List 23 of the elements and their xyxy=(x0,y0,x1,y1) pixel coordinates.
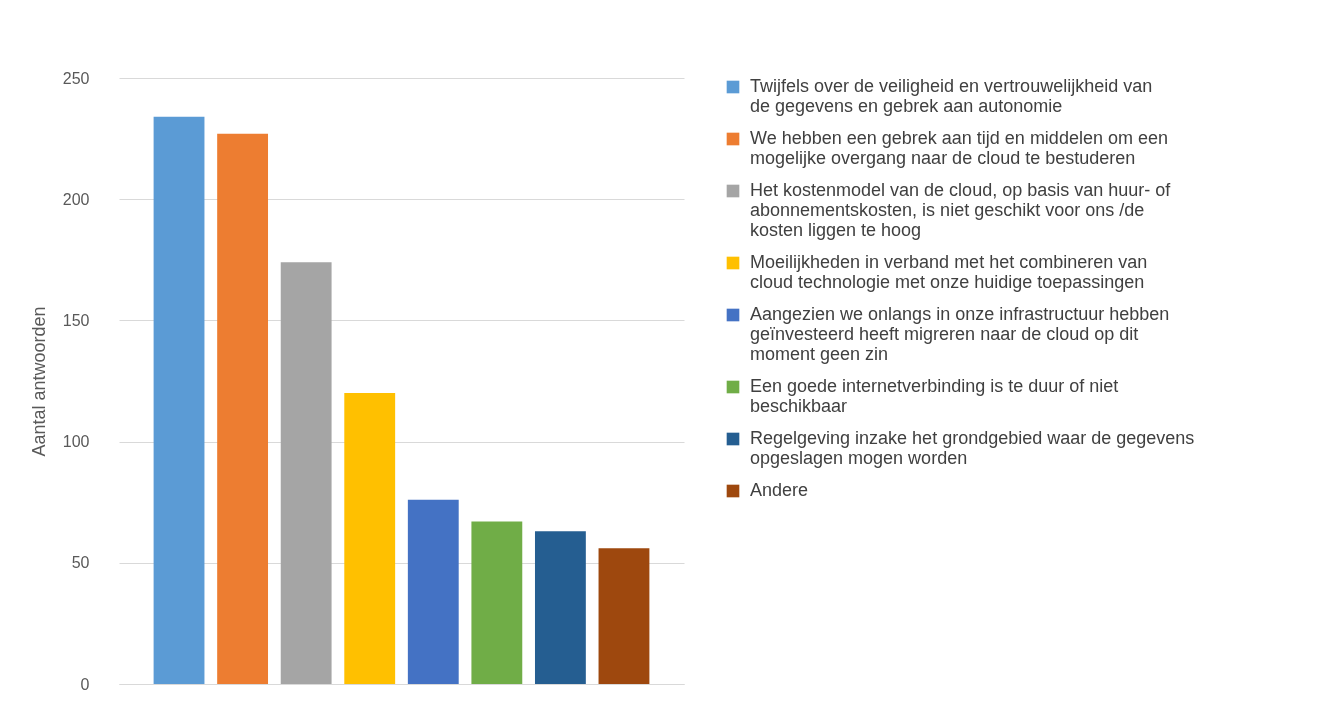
legend-label: Twijfels over de veiligheid en vertrouwelijkheid van de gegevens en gebrek aan autonomie xyxy=(750,76,1153,116)
bar xyxy=(407,499,459,684)
legend-label: Moeilijkheden in verband met het combineren van cloud technologie met onze huidige toepassingen xyxy=(750,252,1148,292)
legend-label: We hebben een gebrek aan tijd en middelen om een mogelijke overgang naar de cloud te bestuderen xyxy=(750,128,1168,168)
y-tick-label: 50 xyxy=(71,554,90,572)
legend-label: Aangezien we onlangs in onze infrastructuur hebben geïnvesteerd heeft migreren naar de cloud op dit moment geen zin xyxy=(750,304,1170,364)
bar xyxy=(153,116,205,684)
y-axis-title: Aantal antwoorden xyxy=(28,306,49,457)
legend-label: Regelgeving inzake het grondgebied waar de gegevens opgeslagen mogen worden xyxy=(750,428,1195,468)
legend-label: Andere xyxy=(750,480,809,500)
bar xyxy=(471,521,523,684)
y-tick-label: 150 xyxy=(62,311,90,329)
bar xyxy=(217,133,269,684)
legend-label: Een goede internetverbinding is te duur of niet beschikbaar xyxy=(750,376,1119,416)
bar xyxy=(280,262,332,684)
y-tick-label: 0 xyxy=(80,675,90,693)
legend-label: Het kostenmodel van de cloud, op basis van huur- of abonnementskosten, is niet geschikt voor ons /de kosten liggen te hoog xyxy=(750,180,1172,240)
bar xyxy=(598,548,650,684)
y-tick-label: 100 xyxy=(62,433,90,451)
bar xyxy=(534,531,586,684)
y-tick-label: 250 xyxy=(62,69,90,87)
y-tick-label: 200 xyxy=(62,190,90,208)
bar xyxy=(344,393,396,684)
